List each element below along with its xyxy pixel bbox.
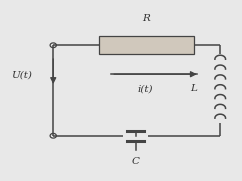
Text: C: C	[131, 157, 140, 166]
Text: R: R	[143, 14, 150, 23]
Text: L: L	[190, 84, 197, 93]
Text: i(t): i(t)	[137, 84, 153, 93]
Text: U(t): U(t)	[11, 71, 32, 80]
Bar	[99, 36, 194, 54]
